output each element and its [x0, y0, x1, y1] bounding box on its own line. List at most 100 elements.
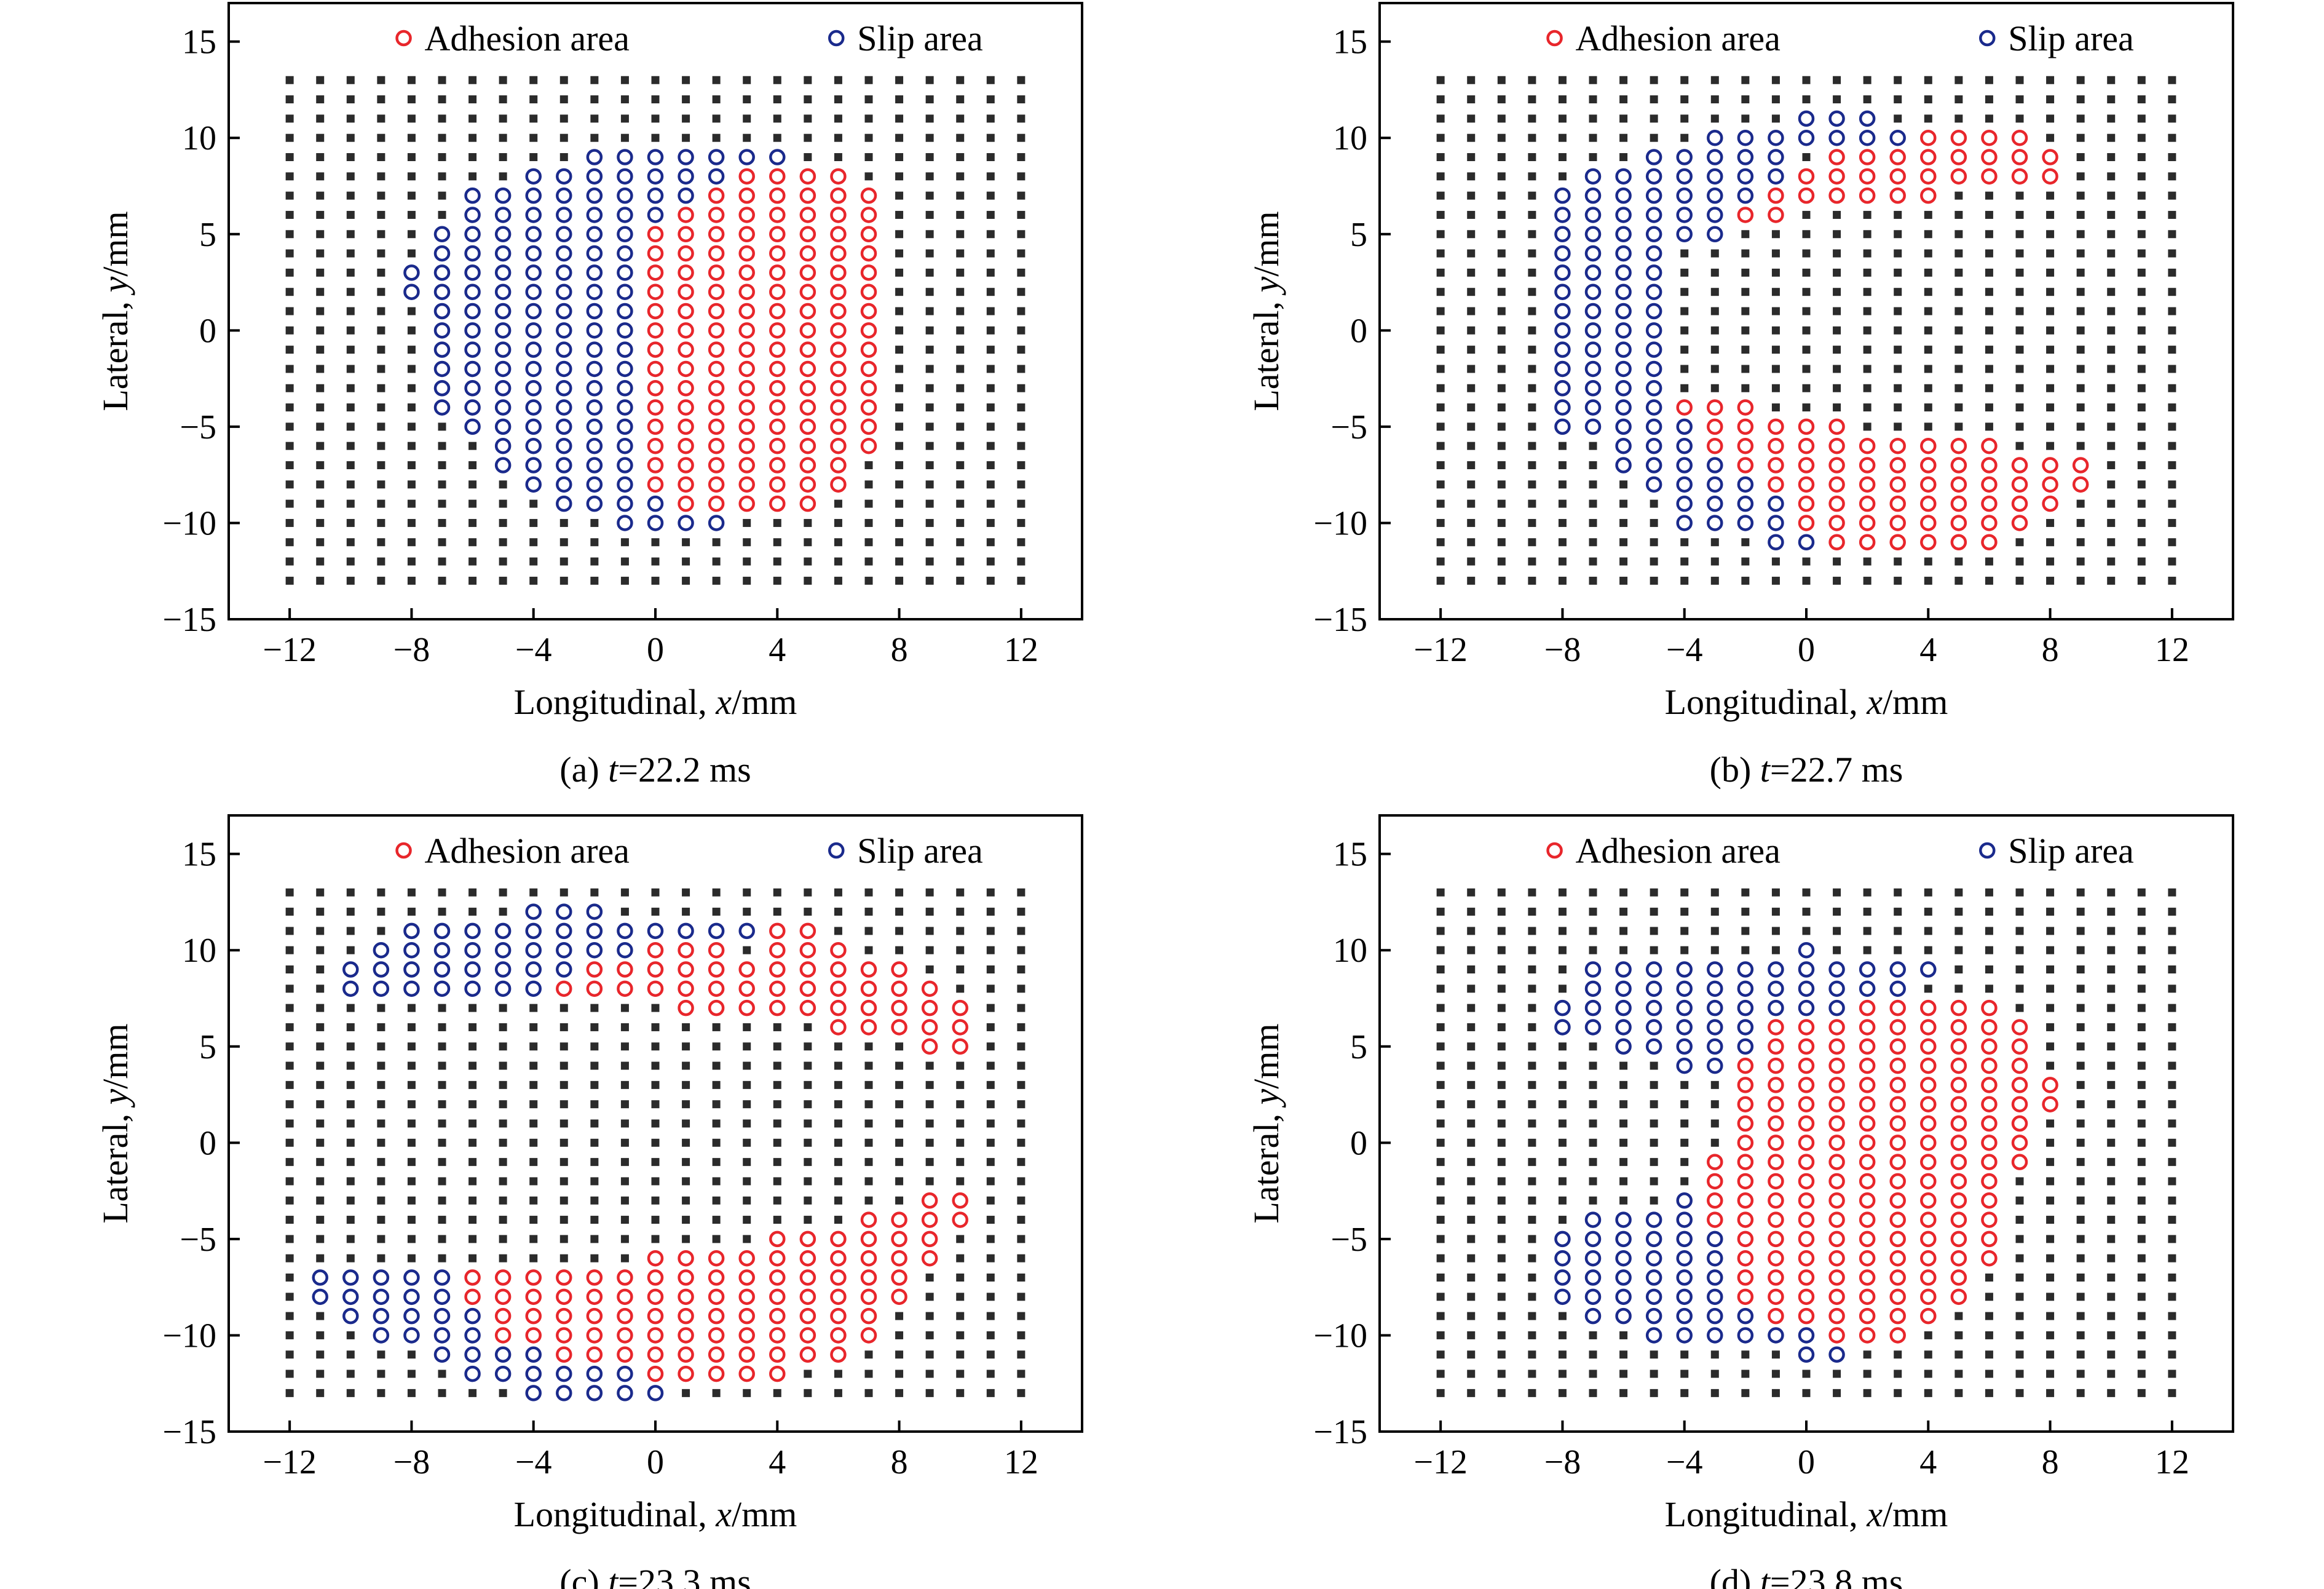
- grid-point: [895, 946, 904, 954]
- adhesion-point: [1920, 1038, 1937, 1055]
- adhesion-point: [708, 999, 725, 1016]
- adhesion-point: [860, 283, 877, 300]
- grid-point: [1017, 1389, 1026, 1397]
- slip-point: [1584, 207, 1602, 223]
- x-axis-title-part: /mm: [732, 1494, 797, 1534]
- grid-point: [773, 133, 781, 142]
- grid-point: [1497, 1312, 1506, 1320]
- grid-point: [2015, 1369, 2024, 1378]
- adhesion-point: [2072, 476, 2089, 493]
- grid-point: [438, 1196, 446, 1205]
- grid-point: [956, 518, 965, 527]
- grid-point: [1619, 1061, 1628, 1070]
- grid-point: [1985, 985, 1993, 993]
- adhesion-point: [2011, 1057, 2028, 1074]
- grid-point: [2137, 1061, 2146, 1070]
- grid-point: [377, 1042, 385, 1051]
- grid-point: [1558, 518, 1567, 527]
- grid-point: [346, 210, 355, 219]
- grid-point: [1558, 985, 1567, 993]
- x-tick-label: 12: [2155, 631, 2189, 669]
- grid-point: [956, 114, 965, 123]
- grid-point: [2168, 114, 2176, 123]
- grid-point: [1771, 1350, 1780, 1359]
- grid-point: [2107, 888, 2116, 897]
- slip-point: [617, 283, 633, 300]
- slip-point: [1615, 980, 1632, 997]
- grid-point: [285, 249, 294, 258]
- adhesion-point: [738, 418, 755, 435]
- grid-point: [743, 1138, 751, 1147]
- grid-point: [1954, 365, 1963, 373]
- grid-point: [1833, 326, 1841, 335]
- slip-point: [617, 303, 633, 320]
- adhesion-point: [1920, 1288, 1937, 1306]
- adhesion-point: [830, 264, 847, 281]
- grid-point: [2046, 1331, 2055, 1339]
- grid-point: [925, 210, 934, 219]
- grid-point: [804, 1216, 812, 1224]
- grid-point: [1894, 76, 1902, 84]
- slip-point: [464, 980, 481, 997]
- slip-point: [342, 961, 359, 978]
- grid-point: [316, 422, 325, 431]
- grid-point: [1436, 230, 1445, 239]
- grid-point: [925, 946, 934, 954]
- grid-point: [2076, 965, 2085, 973]
- grid-point: [712, 76, 721, 84]
- grid-point: [377, 927, 385, 935]
- adhesion-point: [708, 264, 725, 281]
- grid-point: [2046, 1216, 2055, 1224]
- grid-point: [2107, 326, 2116, 335]
- y-tick-label: 15: [182, 836, 216, 874]
- grid-point: [925, 1293, 934, 1301]
- adhesion-point: [1768, 1192, 1784, 1209]
- grid-point: [2015, 384, 2024, 392]
- grid-point: [529, 499, 538, 508]
- grid-point: [529, 1235, 538, 1243]
- slip-point: [1768, 168, 1784, 185]
- slip-point: [1615, 341, 1632, 358]
- grid-point: [1741, 576, 1750, 585]
- slip-point: [617, 476, 633, 493]
- x-axis-title-part: x: [715, 682, 732, 722]
- grid-point: [1863, 557, 1871, 566]
- grid-point: [1741, 908, 1750, 916]
- grid-point: [377, 576, 385, 585]
- grid-point: [2137, 133, 2146, 142]
- y-axis-title-part: Lateral,: [1246, 292, 1286, 411]
- grid-point: [1619, 153, 1628, 161]
- panel-caption-part: =22.2 ms: [618, 750, 751, 790]
- grid-point: [346, 1158, 355, 1167]
- grid-point: [1497, 403, 1506, 412]
- grid-point: [1833, 365, 1841, 373]
- grid-point: [1467, 210, 1476, 219]
- slip-point: [1615, 207, 1632, 223]
- grid-point: [986, 326, 995, 335]
- grid-point: [1558, 76, 1567, 84]
- slip-point: [525, 380, 542, 397]
- grid-point: [499, 1254, 507, 1262]
- grid-point: [2107, 403, 2116, 412]
- slip-point: [1584, 303, 1602, 320]
- grid-point: [1710, 888, 1719, 897]
- grid-point: [804, 114, 812, 123]
- adhesion-point: [1768, 1057, 1784, 1074]
- slip-point: [1554, 1230, 1571, 1248]
- adhesion-point: [2011, 1038, 2028, 1055]
- adhesion-point: [769, 226, 786, 242]
- slip-point: [556, 476, 572, 493]
- grid-point: [1497, 1331, 1506, 1339]
- adhesion-point: [1950, 1269, 1967, 1286]
- grid-point: [925, 927, 934, 935]
- grid-point: [986, 1350, 995, 1359]
- grid-point: [1802, 384, 1811, 392]
- grid-point: [529, 114, 538, 123]
- grid-point: [1924, 95, 1932, 104]
- grid-point: [590, 1177, 599, 1186]
- grid-point: [1985, 557, 1993, 566]
- slip-point: [1737, 515, 1754, 531]
- slip-point: [525, 903, 542, 920]
- adhesion-point: [494, 1307, 512, 1325]
- grid-point: [407, 1080, 416, 1089]
